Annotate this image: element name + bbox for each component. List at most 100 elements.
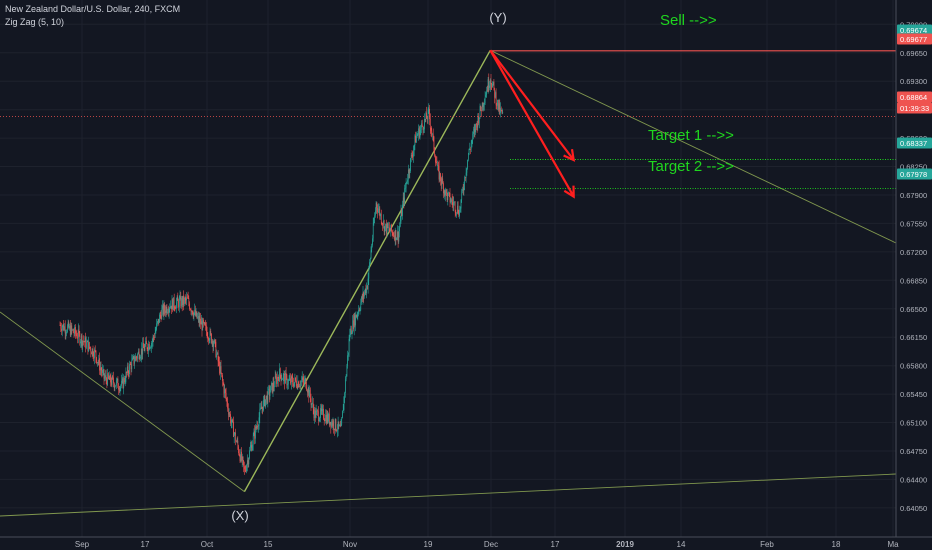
candle (361, 295, 362, 305)
candle-body (364, 292, 365, 297)
candle (106, 377, 108, 389)
candle-body (87, 340, 89, 352)
candle (186, 292, 187, 305)
candle (460, 199, 462, 213)
candle-body (478, 116, 479, 124)
target-1-label: Target 1 -->> (648, 127, 734, 144)
candle-body (334, 428, 335, 430)
candle (467, 152, 469, 162)
candle-body (113, 377, 114, 384)
candle-body (377, 208, 378, 213)
candle (284, 370, 286, 390)
candle-body (190, 309, 192, 312)
candle (131, 354, 133, 373)
candle-body (93, 356, 95, 359)
candle-body (424, 119, 426, 120)
candle-body (390, 224, 392, 232)
candle (233, 431, 235, 444)
candle (276, 373, 277, 388)
candle-body (468, 148, 470, 155)
candle (155, 326, 157, 334)
candle (160, 310, 162, 322)
candle (433, 135, 435, 153)
candle (219, 362, 221, 380)
price-tag-bg (897, 137, 932, 149)
candle (399, 222, 400, 238)
candle-body (171, 299, 173, 310)
candle-body (454, 202, 455, 204)
candle (444, 189, 446, 197)
candle-body (149, 344, 150, 350)
candle (110, 373, 111, 387)
candle (448, 192, 450, 198)
candle (402, 191, 404, 208)
candle-body (465, 177, 466, 179)
candle-body (446, 193, 448, 200)
candle (323, 404, 324, 421)
candle (176, 295, 178, 309)
candle-body (307, 390, 308, 393)
y-tick-label: 0.66150 (900, 333, 927, 342)
candle-body (72, 329, 73, 331)
candle (173, 293, 175, 312)
candle (233, 416, 234, 438)
candle-body (477, 116, 479, 128)
candle (388, 221, 389, 232)
candle (250, 439, 252, 452)
candle-body (262, 406, 264, 411)
candle (383, 219, 385, 236)
symbol-title[interactable]: New Zealand Dollar/U.S. Dollar, 240, FXC… (5, 4, 181, 14)
candle (258, 412, 260, 430)
candle (257, 421, 258, 430)
candle-body (201, 321, 203, 331)
candle (279, 367, 281, 379)
candle (317, 409, 318, 416)
price-axis[interactable]: 0.700000.696500.693000.689500.686000.682… (895, 0, 932, 550)
candle-body (418, 128, 420, 138)
candle-body (315, 410, 316, 418)
candle (179, 295, 180, 313)
candle (336, 428, 337, 433)
candle-body (495, 92, 497, 106)
candle-body (489, 80, 491, 86)
candle-body (327, 414, 329, 422)
candle-body (197, 317, 198, 319)
candle-body (324, 420, 326, 421)
candle (440, 172, 441, 186)
candle-body (203, 322, 205, 324)
candle-body (451, 199, 452, 202)
candle-body (155, 329, 157, 333)
candle-body (109, 374, 111, 380)
candle-body (373, 222, 375, 224)
candle (315, 404, 317, 419)
time-axis[interactable]: Sep 17 Oct 15 Nov 19 Dec 17 2019 14 Feb 18 Ma (0, 536, 932, 549)
candle (421, 120, 422, 134)
candle (149, 341, 150, 350)
candle (484, 98, 485, 111)
candle (419, 125, 421, 140)
candle (239, 449, 240, 457)
candle (113, 371, 114, 387)
candle-body (66, 332, 67, 333)
candle-body (438, 166, 440, 180)
candle-body (124, 381, 126, 383)
candle (320, 403, 322, 415)
candle-body (396, 237, 397, 240)
candle-body (121, 380, 122, 386)
candle-body (394, 230, 396, 240)
candle-body (191, 310, 193, 312)
candle (487, 77, 489, 94)
candle-body (283, 373, 285, 375)
candle-body (217, 352, 219, 362)
indicator-label[interactable]: Zig Zag (5, 10) (5, 17, 65, 27)
candle-body (353, 320, 354, 330)
candle-body (234, 432, 236, 434)
candle (80, 333, 82, 348)
candle (292, 373, 294, 387)
candle (263, 395, 264, 412)
candle (73, 328, 75, 338)
candle-body (338, 421, 340, 427)
candle (181, 295, 182, 309)
candle (442, 173, 444, 184)
